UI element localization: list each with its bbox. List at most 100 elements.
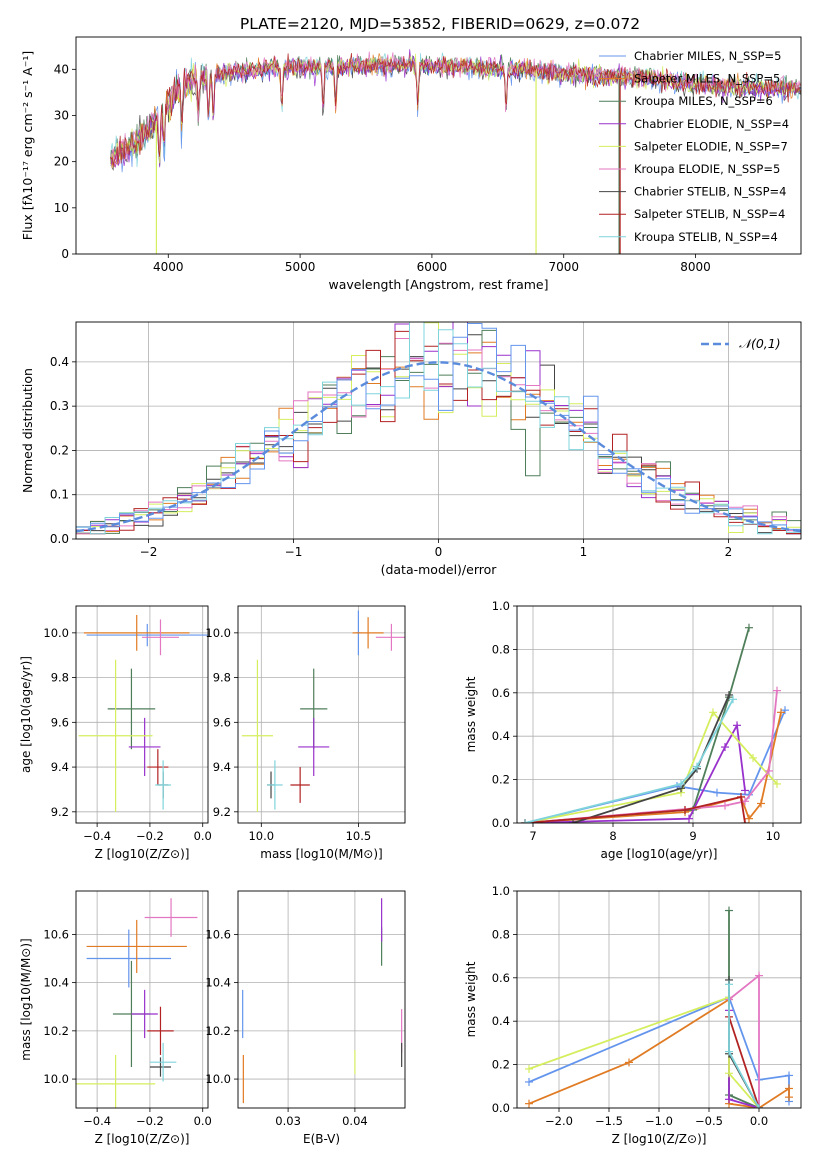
mass-weight-marker [725, 1047, 733, 1056]
y-tick-label: 0.4 [492, 729, 510, 743]
plot-area [525, 906, 793, 1108]
x-tick-label: −1 [285, 545, 303, 559]
axes-frame: 0.03 0.04 10.0 10.2 10.4 10.6 E(B-V) [205, 890, 406, 1146]
y-tick-label: 0 [61, 247, 69, 261]
y-tick-label: 0.8 [492, 927, 510, 941]
mass-weight-marker [721, 743, 729, 752]
x-tick-label: 8 [609, 829, 616, 843]
axes-frame: 10.0 10.5 9.2 9.4 9.6 9.8 10.0 mass [log10(M/M⊙… [205, 605, 406, 861]
mass-weight-marker [745, 623, 753, 632]
y-tick-label: 10.6 [43, 927, 69, 941]
axes-frame: −2 −1 0 1 2 0.0 0.1 0.2 0.3 0.4 (data-model)/error… [20, 321, 802, 577]
x-tick-label: 0.0 [194, 829, 212, 843]
errorbar-point [290, 767, 310, 803]
mass-weight-marker [725, 906, 733, 915]
y-tick-label: 9.6 [213, 715, 231, 729]
x-axis-label: age [log10(age/yr)] [601, 847, 718, 861]
x-tick-label: 5000 [285, 260, 316, 274]
plot-area [78, 614, 208, 812]
errorbar-point [375, 623, 405, 651]
legend-entry: 𝒩(0,1) [739, 336, 781, 351]
mass-weight-marker [725, 1069, 733, 1078]
x-tick-label: 4000 [153, 260, 184, 274]
errorbar-point [147, 749, 169, 785]
errorbar-point [128, 717, 161, 777]
legend-entry: Salpeter MILES, N_SSP=5 [634, 72, 780, 86]
y-axis-label: age [log10(age/yr)] [19, 656, 33, 773]
mass-weight-series-line [524, 698, 734, 823]
errorbar-point [149, 1042, 177, 1082]
x-tick-label: 2 [725, 545, 733, 559]
y-tick-label: 10.0 [43, 626, 69, 640]
mass-weight-marker [773, 686, 781, 695]
y-tick-label: 10 [54, 201, 69, 215]
legend-entry: Kroupa MILES, N_SSP=6 [634, 94, 773, 108]
legend-entry: Chabrier STELIB, N_SSP=4 [634, 185, 786, 199]
mass-weight-marker [757, 799, 765, 808]
mass-weight-marker [685, 814, 693, 823]
axes-border [237, 890, 406, 1109]
spectrum-series-line [109, 52, 801, 166]
mass-weight-marker [725, 1095, 733, 1104]
chart-age_vs_mass: 10.0 10.5 9.2 9.4 9.6 9.8 10.0 mass [log10(M/M⊙… [205, 605, 406, 861]
errorbar-point [78, 659, 153, 812]
mass-weight-marker [569, 819, 577, 823]
legend-entry: Kroupa ELODIE, N_SSP=5 [634, 162, 780, 176]
x-tick-label: −2 [140, 545, 158, 559]
errorbar-point [86, 919, 187, 973]
y-tick-label: 10.2 [205, 1024, 231, 1038]
y-tick-label: 20 [54, 155, 69, 169]
errorbar-point [76, 1054, 156, 1108]
mass-weight-marker [755, 971, 763, 980]
mass-weight-marker [713, 788, 721, 797]
axes-frame: 4000 5000 6000 7000 8000 0 10 20 30 40 wavelength … [20, 36, 802, 292]
mass-weight-series-line [524, 795, 746, 823]
y-axis-label: Normed distribution [20, 368, 35, 493]
errorbar-point [144, 898, 198, 937]
mass-weight-marker [785, 1093, 793, 1102]
mass-weight-marker [741, 819, 749, 823]
legend-entry: Chabrier MILES, N_SSP=5 [634, 49, 781, 63]
x-tick-label: 6000 [417, 260, 448, 274]
chart-mass_weight_vs_Z: −2.0 −1.5 −1.0 −0.5 0.0 0.0 0.2 0.4 0.6 0.8 1.0 Z [… [464, 884, 802, 1146]
x-axis-label: mass [log10(M/M⊙)] [260, 847, 382, 861]
plot-area [241, 610, 405, 812]
x-tick-label: −1.5 [595, 1114, 623, 1128]
mass-weight-marker [785, 1084, 793, 1093]
axes-border [75, 605, 209, 824]
y-tick-label: 0.6 [492, 971, 510, 985]
legend-entry: Chabrier ELODIE, N_SSP=4 [634, 117, 789, 131]
x-tick-label: −0.2 [136, 829, 164, 843]
mass-weight-marker [725, 690, 733, 699]
mass-weight-marker [693, 762, 701, 771]
y-tick-label: 0.2 [492, 1058, 510, 1072]
x-axis-label: (data-model)/error [381, 562, 498, 577]
plot-area [242, 898, 403, 1104]
x-tick-label: −0.4 [83, 1114, 111, 1128]
y-tick-label: 10.0 [205, 1072, 231, 1086]
figure-title: PLATE=2120, MJD=53852, FIBERID=0629, z=0… [240, 15, 640, 33]
chart-spectrum: 4000 5000 6000 7000 8000 0 10 20 30 40 wavelength … [20, 36, 802, 292]
y-tick-label: 10.4 [43, 976, 69, 990]
x-axis-label: Z [log10(Z/Z⊙)] [95, 847, 190, 861]
y-tick-label: 9.2 [213, 805, 231, 819]
mass-weight-marker [737, 792, 745, 801]
y-axis-label: mass [log10(M/M⊙)] [19, 938, 33, 1060]
mass-weight-marker [525, 1064, 533, 1073]
x-axis-label: wavelength [Angstrom, rest frame] [328, 277, 548, 292]
errorbar-point [241, 659, 273, 812]
y-tick-label: 9.8 [213, 671, 231, 685]
y-tick-label: 10.0 [205, 626, 231, 640]
errorbar-point [298, 717, 330, 777]
y-tick-label: 40 [54, 62, 69, 76]
errorbar-point [155, 760, 172, 810]
chart-mass_vs_Z: −0.4 −0.2 0.0 10.0 10.2 10.4 10.6 Z [log10(Z/Z⊙… [19, 890, 212, 1146]
x-tick-label: 9 [689, 829, 696, 843]
plot-area [76, 898, 198, 1108]
x-axis-label: Z [log10(Z/Z⊙)] [612, 1132, 707, 1146]
x-tick-label: −0.4 [83, 829, 111, 843]
y-tick-label: 0.6 [492, 686, 510, 700]
axes-frame: −0.4 −0.2 0.0 9.2 9.4 9.6 9.8 10.0 Z [log10(Z/Z⊙… [19, 605, 212, 861]
grid [76, 891, 208, 1108]
